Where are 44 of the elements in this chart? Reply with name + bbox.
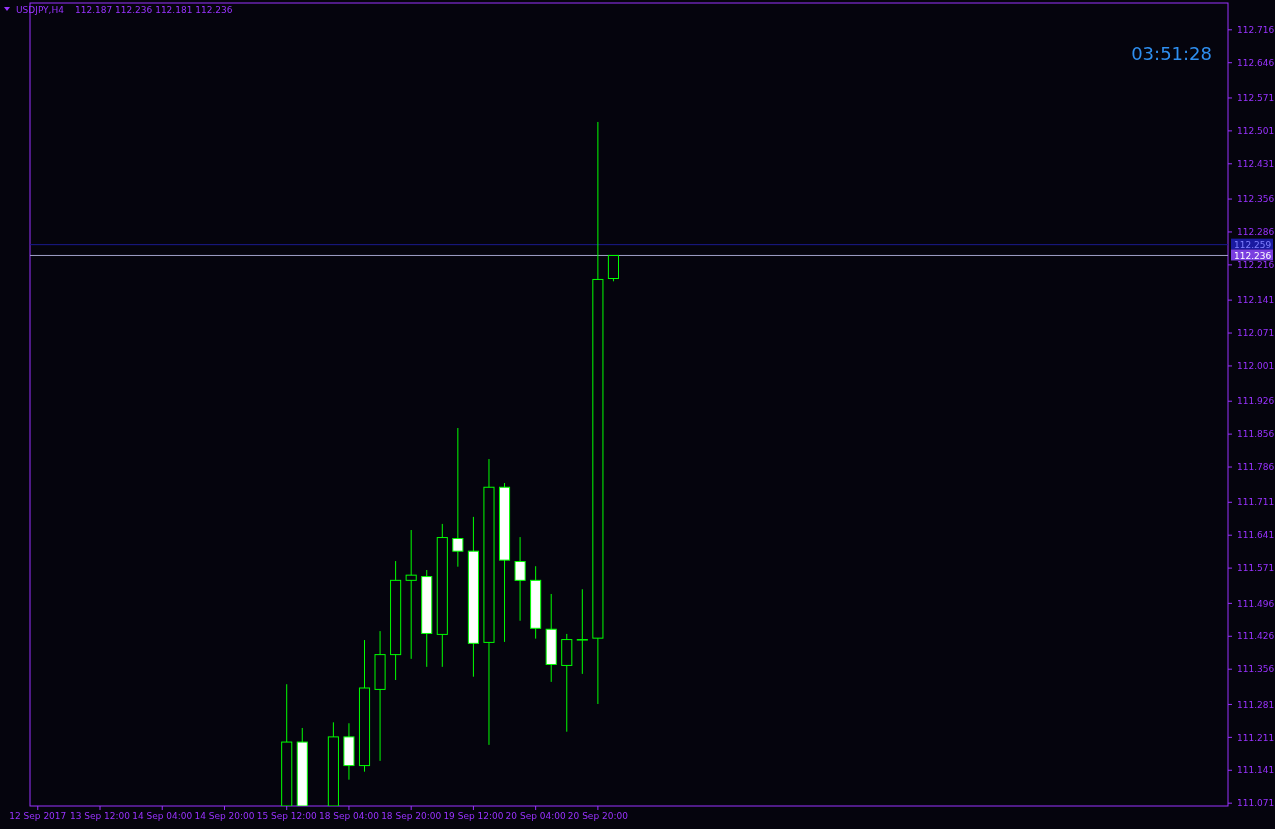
x-tick-label: 14 Sep 04:00 (132, 811, 193, 821)
x-tick-label: 13 Sep 12:00 (69, 811, 131, 821)
x-tick-label: 12 Sep 2017 (9, 811, 67, 821)
y-tick-label: 111.571 (1237, 563, 1275, 574)
y-tick-label: 111.496 (1237, 598, 1275, 609)
y-tick-label: 111.356 (1237, 664, 1275, 675)
x-tick-label: 14 Sep 20:00 (194, 811, 255, 821)
y-tick-label: 111.141 (1237, 765, 1275, 776)
x-tick-label: 19 Sep 12:00 (443, 811, 504, 821)
y-tick-label: 112.286 (1237, 227, 1275, 238)
y-tick-label: 112.431 (1237, 158, 1275, 169)
annotation: 03:51:28 (1131, 43, 1212, 64)
candlestick (452, 427, 464, 568)
x-tick-label: 20 Sep 04:00 (505, 811, 566, 821)
y-tick-label: 111.426 (1237, 631, 1275, 642)
y-tick-label: 112.071 (1237, 328, 1275, 339)
y-tick-label: 112.716 (1237, 24, 1275, 35)
y-tick-label: 111.071 (1237, 798, 1275, 809)
y-tick-label: 111.211 (1237, 732, 1275, 743)
ref-line-label: 112.236 (1234, 250, 1272, 261)
y-tick-label: 111.786 (1237, 462, 1275, 473)
chart-title: USDJPY,H4 (16, 5, 65, 15)
x-tick-label: 20 Sep 20:00 (567, 811, 629, 821)
y-tick-label: 112.501 (1237, 126, 1275, 137)
y-tick-label: 111.281 (1237, 699, 1275, 710)
y-tick-label: 111.856 (1237, 429, 1275, 440)
y-tick-label: 111.711 (1237, 497, 1275, 508)
y-tick-label: 112.141 (1237, 295, 1275, 306)
y-tick-label: 111.641 (1237, 530, 1275, 541)
y-tick-label: 112.356 (1237, 194, 1275, 205)
y-tick-label: 112.001 (1237, 361, 1275, 372)
ref-line-label: 112.259 (1234, 239, 1272, 250)
y-tick-label: 112.571 (1237, 93, 1275, 104)
candlestick (514, 536, 526, 622)
x-tick-label: 18 Sep 04:00 (318, 811, 380, 821)
y-tick-label: 112.216 (1237, 260, 1275, 271)
candlestick (405, 529, 417, 660)
x-tick-label: 18 Sep 20:00 (381, 811, 442, 821)
candlestick (607, 254, 619, 282)
x-tick-label: 15 Sep 12:00 (256, 811, 318, 821)
candlestick (576, 588, 588, 675)
y-tick-label: 111.926 (1237, 396, 1275, 407)
chart-subtitle: 112.187 112.236 112.181 112.236 (75, 5, 233, 15)
y-tick-label: 112.646 (1237, 57, 1275, 68)
